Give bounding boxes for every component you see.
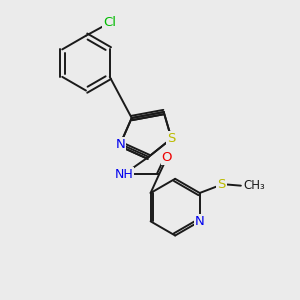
Text: O: O <box>162 151 172 164</box>
Text: S: S <box>218 178 226 191</box>
Text: S: S <box>167 132 176 145</box>
Text: Cl: Cl <box>103 16 116 29</box>
Text: N: N <box>116 138 125 151</box>
Text: CH₃: CH₃ <box>243 179 265 192</box>
Text: N: N <box>195 215 205 228</box>
Text: NH: NH <box>115 168 133 181</box>
